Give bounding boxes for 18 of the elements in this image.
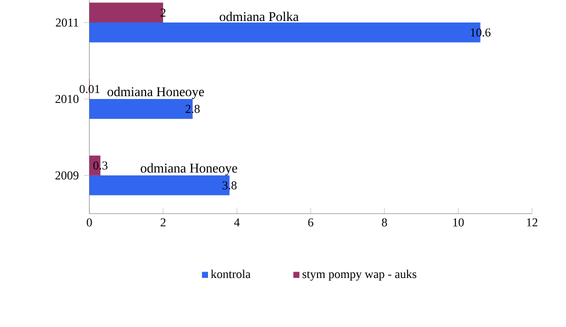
y-tick-label: 2011 (56, 18, 78, 27)
x-tick-label: 4 (234, 218, 240, 226)
x-tick-label: 2 (160, 218, 166, 226)
x-tick-label: 8 (382, 218, 387, 226)
annotation: odmiana Honeoye (108, 86, 204, 99)
x-tick-label: 12 (527, 218, 538, 226)
data-label: 3.8 (222, 181, 237, 190)
x-tick-label: 10 (453, 218, 464, 226)
legend-label: kontrola (210, 270, 251, 278)
legend-label: stym pompy wap - auks (302, 270, 416, 281)
bar (89, 2, 164, 23)
y-tick-label: 2009 (55, 171, 78, 180)
annotation: odmiana Polka (220, 12, 299, 22)
x-tick-label: 0 (86, 218, 92, 226)
x-tick-label: 6 (308, 218, 314, 226)
y-tick-label: 2010 (55, 94, 78, 104)
data-label: 0.01 (80, 84, 100, 94)
annotation: odmiana Honeoye (140, 163, 238, 176)
